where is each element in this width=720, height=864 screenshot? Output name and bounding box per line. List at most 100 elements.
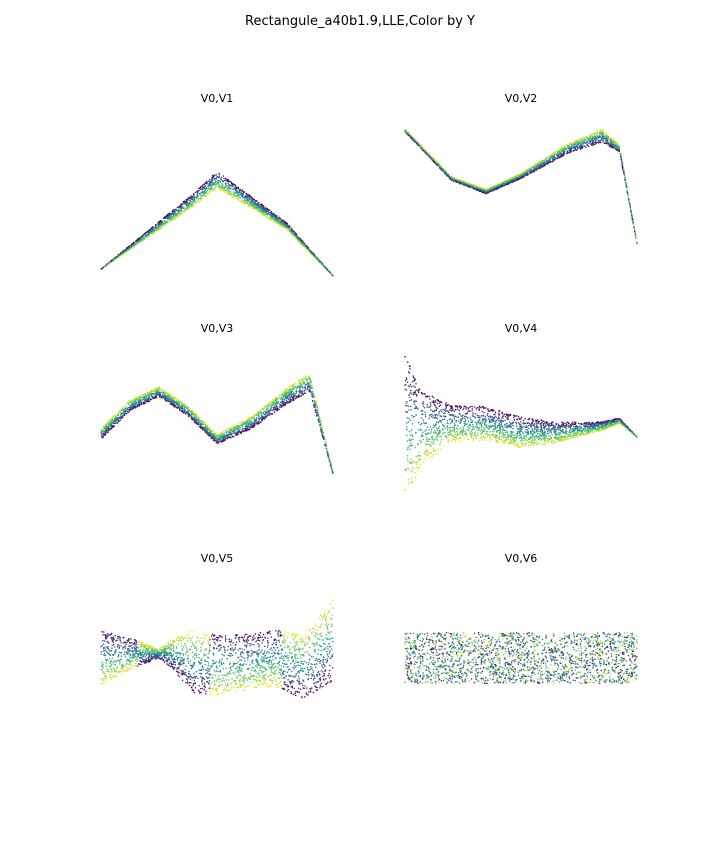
scatter-point — [175, 215, 178, 218]
scatter-point — [563, 145, 565, 148]
scatter-point — [240, 192, 243, 195]
scatter-point — [152, 225, 154, 228]
scatter-point — [545, 156, 548, 158]
scatter-point — [526, 173, 528, 175]
scatter-point — [245, 196, 247, 199]
subplot-v0-v3: V0,V3 — [100, 322, 334, 519]
scatter-point — [148, 230, 150, 233]
scatter-point — [455, 179, 458, 182]
scatter-point — [198, 189, 200, 192]
scatter-point — [564, 150, 566, 153]
scatter-point — [185, 198, 188, 201]
scatter-point — [578, 143, 580, 145]
scatter-point — [201, 186, 203, 188]
scatter-point — [420, 145, 422, 147]
scatter-point — [462, 183, 464, 185]
scatter-point — [249, 203, 252, 206]
scatter-point — [479, 190, 481, 192]
scatter-point — [551, 160, 554, 163]
scatter-point — [171, 213, 173, 215]
scatter-point — [231, 183, 233, 185]
scatter-point — [286, 229, 289, 231]
scatter-point — [572, 146, 574, 149]
scatter-point — [292, 234, 294, 236]
scatter-point — [598, 136, 601, 139]
scatter-point — [491, 186, 494, 188]
scatter-point — [624, 178, 626, 180]
scatter-point — [221, 183, 223, 185]
scatter-point — [560, 152, 562, 154]
scatter-point — [220, 186, 223, 189]
scatter-point — [267, 208, 269, 210]
scatter-point — [480, 187, 483, 189]
scatter-point — [556, 154, 559, 157]
scatter-point — [234, 186, 236, 189]
scatter-point — [172, 219, 174, 222]
scatter-point — [606, 142, 608, 145]
scatter-point — [200, 194, 203, 196]
scatter-point — [598, 132, 600, 134]
scatter-point — [240, 200, 242, 202]
scatter-point — [224, 431, 226, 433]
scatter-point — [245, 193, 248, 195]
scatter-point — [593, 134, 596, 136]
scatter-point — [161, 220, 163, 222]
scatter-point — [223, 439, 226, 442]
scatter-point — [201, 190, 204, 193]
scatter-point — [413, 140, 416, 143]
scatter-point — [220, 189, 222, 191]
scatter-point — [238, 199, 240, 202]
scatter-point — [196, 191, 198, 193]
scatter-point — [183, 200, 186, 203]
scatter-point — [520, 174, 523, 176]
scatter-point — [623, 169, 625, 171]
scatter-point — [106, 263, 109, 266]
scatter-point — [551, 154, 553, 156]
scatter-point — [580, 140, 583, 143]
scatter-point — [193, 196, 196, 198]
scatter-point — [588, 134, 590, 136]
scatter-point — [284, 224, 287, 227]
scatter-point — [537, 163, 539, 166]
scatter-point — [590, 143, 592, 145]
scatter-point — [474, 184, 477, 187]
scatter-point — [170, 217, 172, 220]
scatter-point — [624, 176, 626, 179]
scatter-point — [509, 179, 511, 182]
scatter-point — [201, 197, 203, 199]
scatter-point — [465, 181, 468, 184]
scatter-point — [508, 182, 511, 184]
scatter-point — [519, 176, 521, 178]
scatter-point — [204, 189, 207, 191]
scatter-point — [242, 199, 244, 201]
scatter-point — [537, 162, 540, 164]
scatter-point — [125, 249, 127, 251]
scatter-point — [571, 142, 574, 145]
scatter-point — [459, 179, 461, 181]
scatter-point — [184, 207, 187, 210]
scatter-point — [565, 147, 568, 150]
scatter-point — [553, 157, 556, 159]
scatter-point — [587, 145, 590, 147]
scatter-point — [102, 266, 104, 269]
scatter-point — [537, 167, 539, 169]
scatter-point — [607, 141, 609, 143]
scatter-point — [257, 210, 259, 213]
scatter-point — [596, 141, 598, 143]
scatter-point — [207, 187, 210, 190]
scatter-point — [561, 147, 564, 150]
scatter-point — [481, 191, 483, 193]
scatter-point — [463, 182, 465, 184]
scatter-plot — [404, 128, 638, 244]
scatter-point — [199, 197, 201, 200]
scatter-point — [154, 226, 157, 229]
scatter-point — [246, 198, 248, 201]
scatter-point — [246, 200, 249, 202]
scatter-point — [429, 154, 431, 156]
scatter-point — [468, 185, 470, 187]
scatter-point — [209, 188, 211, 191]
scatter-point — [436, 161, 438, 163]
scatter-point — [577, 147, 580, 149]
scatter-point — [297, 237, 299, 240]
scatter-point — [468, 186, 471, 188]
